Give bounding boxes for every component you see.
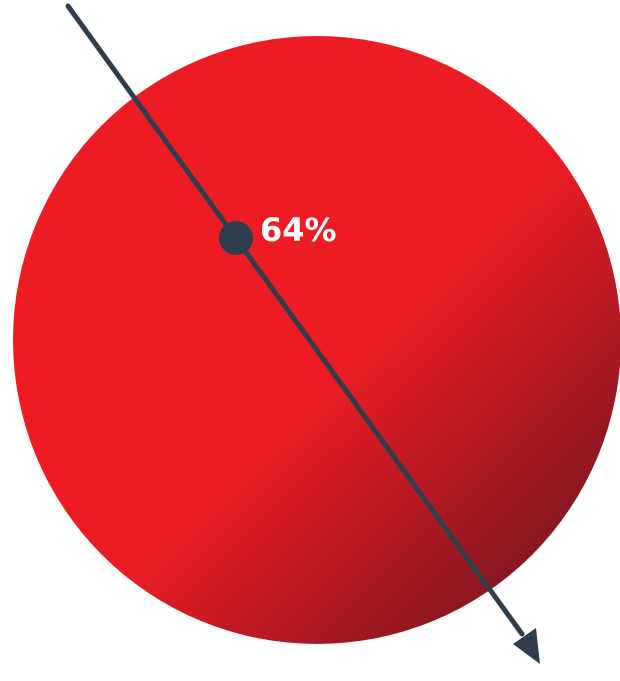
arrow-head-icon [513, 628, 540, 664]
marker-dot [219, 221, 253, 255]
percentage-label: 64% [260, 211, 337, 249]
diagonal-arrow-line [65, 3, 525, 637]
red-circle [13, 36, 620, 644]
